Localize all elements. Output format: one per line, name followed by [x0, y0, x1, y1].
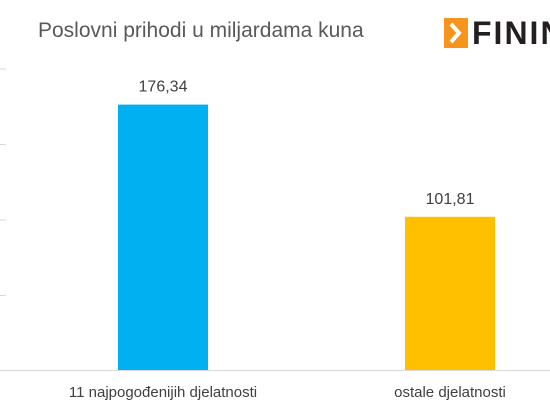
- chart-title: Poslovni prihodi u miljardama kuna: [38, 19, 364, 42]
- fininfo-logo: FININ: [444, 16, 550, 50]
- bar-value-label: 101,81: [426, 191, 475, 208]
- bar-1: [118, 104, 208, 370]
- logo-text: FININ: [472, 15, 550, 51]
- bar-value-label: 176,34: [139, 79, 188, 96]
- arrow-chevron-right-icon: [444, 18, 468, 48]
- category-label: ostale djelatnosti: [394, 384, 506, 401]
- category-label: 11 najpogođenijih djelatnosti: [69, 384, 257, 401]
- bar-2: [405, 216, 495, 370]
